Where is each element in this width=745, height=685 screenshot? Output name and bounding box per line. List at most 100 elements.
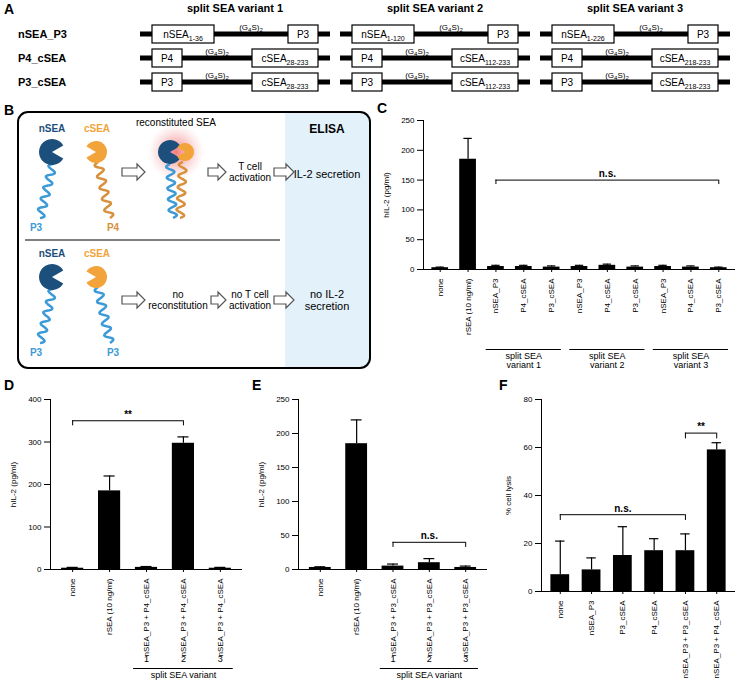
svg-text:P4_cSEA: P4_cSEA [603,278,612,313]
svg-text:200: 200 [401,146,415,155]
svg-text:nSEA_P3: nSEA_P3 [491,278,500,313]
svg-text:cSEA112-233: cSEA112-233 [460,77,510,90]
svg-text:P4_cSEA: P4_cSEA [519,278,528,313]
svg-text:50: 50 [406,235,415,244]
svg-text:split SEA variant: split SEA variant [397,670,463,680]
svg-text:nSEA_P3: nSEA_P3 [18,28,67,40]
svg-text:150: 150 [401,176,415,185]
svg-text:100: 100 [28,523,42,532]
svg-text:P3: P3 [561,77,574,88]
svg-text:P3: P3 [697,29,710,40]
svg-text:0: 0 [285,565,290,574]
svg-text:(G4S)2: (G4S)2 [605,47,629,57]
svg-text:n.s.: n.s. [614,503,631,514]
svg-text:cSEA112-233: cSEA112-233 [460,53,510,66]
svg-text:P3_cSEA: P3_cSEA [547,278,556,313]
svg-text:nSEA_P3 + P4_cSEA: nSEA_P3 + P4_cSEA [712,600,721,679]
svg-text:P3: P3 [161,77,174,88]
svg-text:nSEA_P3 + P4_cSEA: nSEA_P3 + P4_cSEA [216,578,225,657]
svg-text:n.s.: n.s. [599,168,616,179]
svg-text:P4_cSEA: P4_cSEA [650,600,659,635]
svg-text:rSEA (10 ng/ml): rSEA (10 ng/ml) [464,278,473,335]
svg-text:(G4S)2: (G4S)2 [439,23,463,33]
svg-text:200: 200 [276,429,290,438]
svg-text:nSEA_P3 + P3_cSEA: nSEA_P3 + P3_cSEA [425,578,434,657]
svg-text:split SEAvariant 1: split SEAvariant 1 [506,351,543,370]
svg-text:rSEA (10 ng/ml): rSEA (10 ng/ml) [105,578,114,635]
svg-text:100: 100 [401,205,415,214]
svg-text:P4: P4 [561,53,574,64]
svg-text:400: 400 [28,395,42,404]
svg-text:nSEA_P3 + P4_cSEA: nSEA_P3 + P4_cSEA [179,578,188,657]
svg-text:3: 3 [463,654,468,664]
svg-text:(G4S)2: (G4S)2 [405,47,429,57]
svg-text:2: 2 [427,654,432,664]
svg-text:split SEA variant 2: split SEA variant 2 [387,2,483,14]
svg-text:hIL-2 (pg/ml): hIL-2 (pg/ml) [9,461,18,507]
svg-text:50: 50 [281,531,290,540]
svg-text:P4: P4 [361,53,374,64]
svg-text:% cell lysis: % cell lysis [504,476,513,515]
svg-text:(G4S)2: (G4S)2 [405,71,429,81]
svg-text:150: 150 [276,463,290,472]
svg-text:none: none [68,578,77,596]
svg-text:cSEA28-233: cSEA28-233 [262,77,309,90]
svg-text:nSEA_P3 + P3_cSEA: nSEA_P3 + P3_cSEA [681,600,690,679]
svg-text:**: ** [124,409,132,420]
svg-text:250: 250 [401,116,415,125]
svg-text:hIL-2 (pg/ml): hIL-2 (pg/ml) [382,172,391,218]
svg-text:(G4S)2: (G4S)2 [639,23,663,33]
svg-text:A: A [4,1,14,17]
svg-text:20: 20 [524,539,533,548]
svg-text:nSEA_P3 + P3_cSEA: nSEA_P3 + P3_cSEA [461,578,470,657]
svg-text:none: none [316,578,325,596]
svg-text:cSEA218-233: cSEA218-233 [660,77,711,90]
svg-text:P4_cSEA: P4_cSEA [686,278,695,313]
svg-text:nSEA_P3: nSEA_P3 [575,278,584,313]
svg-text:(G4S)2: (G4S)2 [205,47,229,57]
svg-text:nSEA1-120: nSEA1-120 [361,29,405,42]
svg-text:0: 0 [410,265,415,274]
svg-text:P3_cSEA: P3_cSEA [18,76,66,88]
svg-text:none: none [556,600,565,618]
svg-text:P3: P3 [297,29,310,40]
svg-text:3: 3 [218,654,223,664]
svg-text:0: 0 [528,587,533,596]
svg-text:rSEA (10 ng/ml): rSEA (10 ng/ml) [352,578,361,635]
svg-text:nSEA_P3 + P3_cSEA: nSEA_P3 + P3_cSEA [389,578,398,657]
svg-text:200: 200 [28,480,42,489]
svg-text:hIL-2 (pg/ml): hIL-2 (pg/ml) [257,461,266,507]
svg-text:P3_cSEA: P3_cSEA [631,278,640,313]
svg-text:split SEA variant: split SEA variant [151,670,217,680]
svg-text:cSEA218-233: cSEA218-233 [660,53,711,66]
svg-text:P4_cSEA: P4_cSEA [18,52,66,64]
svg-text:nSEA1-226: nSEA1-226 [561,29,605,42]
svg-text:P3_cSEA: P3_cSEA [714,278,723,313]
svg-text:nSEA_P3: nSEA_P3 [587,600,596,635]
svg-text:1: 1 [390,654,395,664]
svg-text:2: 2 [181,654,186,664]
svg-text:60: 60 [524,443,533,452]
svg-text:none: none [436,278,445,296]
svg-text:nSEA_P3: nSEA_P3 [659,278,668,313]
svg-text:1: 1 [144,654,149,664]
svg-text:(G4S)2: (G4S)2 [239,23,263,33]
svg-text:300: 300 [28,438,42,447]
svg-text:80: 80 [524,395,533,404]
svg-text:nSEA_P3 + P4_cSEA: nSEA_P3 + P4_cSEA [142,578,151,657]
svg-text:(G4S)2: (G4S)2 [205,71,229,81]
svg-text:100: 100 [276,497,290,506]
svg-text:split SEAvariant 2: split SEAvariant 2 [589,351,626,370]
svg-text:split SEA variant 3: split SEA variant 3 [587,2,683,14]
svg-text:P4: P4 [161,53,174,64]
svg-text:split SEA variant 1: split SEA variant 1 [187,2,283,14]
svg-text:n.s.: n.s. [421,530,438,541]
svg-text:nSEA1-36: nSEA1-36 [163,29,203,42]
svg-text:40: 40 [524,491,533,500]
svg-text:split SEAvariant 3: split SEAvariant 3 [673,351,710,370]
svg-text:P3_cSEA: P3_cSEA [618,600,627,635]
svg-text:P3: P3 [497,29,510,40]
svg-text:(G4S)2: (G4S)2 [605,71,629,81]
svg-text:P3: P3 [361,77,374,88]
svg-text:250: 250 [276,395,290,404]
